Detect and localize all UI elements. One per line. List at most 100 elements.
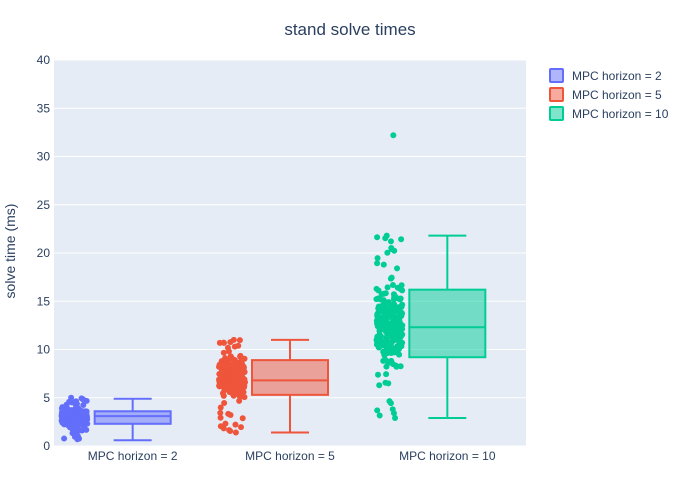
chart-title: stand solve times — [284, 20, 416, 39]
data-point — [388, 357, 395, 364]
data-point — [385, 380, 392, 387]
data-point — [384, 305, 391, 312]
data-point — [389, 281, 396, 288]
data-point — [239, 415, 246, 422]
data-point — [232, 376, 239, 383]
data-point — [388, 350, 395, 357]
data-point — [390, 317, 397, 324]
y-tick-label: 15 — [37, 294, 51, 308]
data-point — [237, 424, 244, 431]
y-tick-label: 0 — [43, 439, 50, 453]
data-point — [383, 363, 390, 370]
data-point — [398, 282, 405, 289]
y-tick-label: 35 — [37, 101, 51, 115]
data-point — [375, 295, 382, 302]
data-point — [380, 357, 387, 364]
legend-swatch-horizon-10 — [549, 106, 564, 121]
legend-item-horizon-5[interactable]: MPC horizon = 5 — [546, 85, 668, 104]
data-point — [217, 423, 224, 430]
data-point — [379, 303, 386, 310]
data-point — [389, 406, 396, 413]
data-point — [238, 361, 245, 368]
data-point — [374, 255, 381, 262]
data-point — [376, 314, 383, 321]
data-point — [234, 370, 241, 377]
data-point — [383, 232, 390, 239]
legend-item-horizon-10[interactable]: MPC horizon = 10 — [546, 104, 668, 123]
data-point — [227, 411, 234, 418]
data-point — [224, 344, 231, 351]
data-point — [391, 294, 398, 301]
y-tick-label: 40 — [37, 53, 51, 67]
data-point — [59, 419, 66, 426]
data-point — [375, 287, 382, 294]
box-iqr — [408, 288, 487, 359]
legend: MPC horizon = 2 MPC horizon = 5 MPC hori… — [546, 66, 668, 123]
data-point — [226, 388, 233, 395]
legend-label-horizon-10: MPC horizon = 10 — [572, 106, 669, 121]
box-iqr — [251, 359, 329, 396]
data-point — [81, 416, 88, 423]
legend-label-horizon-2: MPC horizon = 2 — [572, 68, 662, 83]
data-point — [216, 361, 223, 368]
data-point — [227, 369, 234, 376]
data-point — [221, 400, 228, 407]
data-point — [231, 343, 238, 350]
data-point — [380, 290, 387, 297]
data-point — [221, 364, 228, 371]
data-point — [228, 354, 235, 361]
legend-item-horizon-2[interactable]: MPC horizon = 2 — [546, 66, 668, 85]
outlier-point — [390, 132, 397, 139]
data-point — [397, 363, 404, 370]
data-point — [218, 369, 225, 376]
data-point — [73, 398, 80, 405]
data-point — [228, 379, 235, 386]
legend-swatch-horizon-5 — [549, 87, 564, 102]
data-point — [219, 390, 226, 397]
data-point — [374, 407, 381, 414]
data-point — [384, 284, 391, 291]
data-point — [380, 261, 387, 268]
data-point — [216, 339, 223, 346]
data-point — [393, 345, 400, 352]
data-point — [376, 412, 383, 419]
y-tick-label: 25 — [37, 198, 51, 212]
data-point — [74, 436, 81, 443]
y-tick-label: 10 — [37, 343, 51, 357]
data-point — [396, 296, 403, 303]
data-point — [375, 371, 382, 378]
data-point — [67, 410, 74, 417]
data-point — [231, 389, 238, 396]
data-point — [226, 427, 233, 434]
y-tick-label: 20 — [37, 246, 51, 260]
data-point — [374, 234, 381, 241]
data-point — [383, 371, 390, 378]
data-point — [69, 420, 76, 427]
data-point — [394, 265, 401, 272]
data-point — [240, 379, 247, 386]
data-point — [386, 398, 393, 405]
data-point — [216, 378, 223, 385]
data-point — [232, 421, 239, 428]
data-point — [65, 422, 72, 429]
data-point — [380, 309, 387, 316]
data-point — [394, 304, 401, 311]
box-iqr — [93, 410, 172, 425]
y-tick-label: 30 — [37, 150, 51, 164]
data-point — [398, 343, 405, 350]
data-point — [68, 394, 75, 401]
data-point — [232, 429, 239, 436]
data-point — [385, 341, 392, 348]
data-point — [236, 397, 243, 404]
data-point — [220, 349, 227, 356]
data-point — [374, 260, 381, 267]
data-point — [387, 238, 394, 245]
data-point — [238, 356, 245, 363]
data-point — [82, 410, 89, 417]
x-tick-label: MPC horizon = 2 — [88, 449, 178, 463]
data-point — [388, 328, 395, 335]
data-point — [80, 402, 87, 409]
data-point — [221, 376, 228, 383]
data-point — [381, 352, 388, 359]
x-tick-label: MPC horizon = 10 — [399, 449, 496, 463]
